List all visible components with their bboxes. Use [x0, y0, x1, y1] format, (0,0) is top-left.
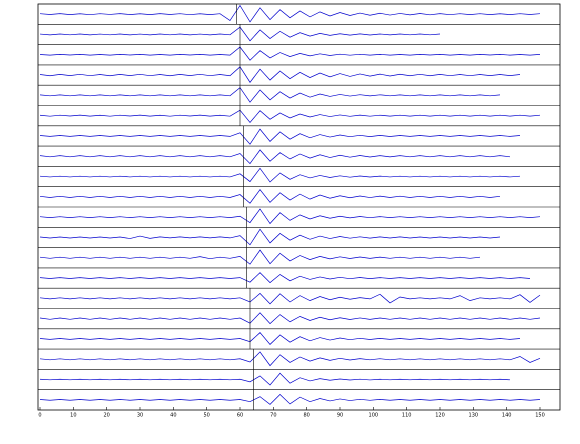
- x-tick-label: 20: [103, 413, 109, 419]
- waveform: [39, 351, 541, 367]
- waveform: [39, 272, 531, 284]
- x-tick-label: 70: [270, 413, 276, 419]
- x-tick-label: 50: [203, 413, 209, 419]
- waveform: [39, 312, 541, 325]
- waveform: [39, 87, 501, 103]
- x-tick-label: 40: [170, 413, 176, 419]
- x-tick-label: 150: [535, 413, 545, 419]
- waveform: [39, 167, 521, 183]
- x-tick-label: 10: [70, 413, 76, 419]
- waveform: [39, 249, 481, 265]
- x-tick-label: 30: [137, 413, 143, 419]
- waveform: [39, 188, 501, 204]
- x-tick-label: 130: [469, 413, 479, 419]
- x-tick-label: 100: [369, 413, 379, 419]
- waveform: [39, 109, 541, 124]
- x-tick-label: 90: [337, 413, 343, 419]
- x-tick-label: 140: [502, 413, 512, 419]
- waveform: [39, 149, 511, 165]
- x-tick-label: 60: [237, 413, 243, 419]
- waveform: [39, 393, 541, 405]
- waveform: [39, 46, 541, 61]
- waveform: [39, 4, 541, 23]
- waveform: [39, 292, 541, 305]
- waveform: [39, 128, 521, 145]
- x-tick-label: 0: [38, 413, 41, 419]
- waveform: [39, 208, 541, 225]
- x-tick-label: 110: [402, 413, 412, 419]
- x-tick-label: 80: [303, 413, 309, 419]
- waveform: [39, 372, 511, 386]
- waveform: [39, 332, 521, 345]
- x-tick-label: 120: [435, 413, 445, 419]
- waveform: [39, 66, 521, 83]
- waveform: [39, 228, 501, 246]
